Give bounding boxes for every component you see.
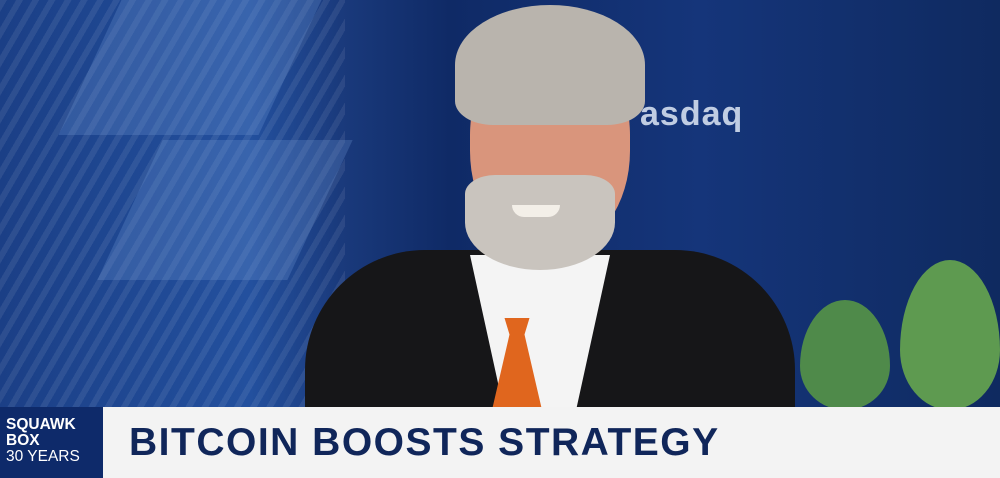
show-badge: SQUAWK BOX 30 YEARS [0, 407, 103, 478]
badge-line: 30 YEARS [6, 448, 80, 465]
smile [512, 205, 560, 217]
nasdaq-sign: asdaq [640, 95, 744, 133]
plant [900, 260, 1000, 410]
badge-line: BOX [6, 432, 40, 449]
studio-background: asdaq [0, 0, 1000, 410]
plant [800, 300, 890, 410]
badge-line: SQUAWK [6, 416, 76, 433]
graphic-stripes [0, 0, 345, 410]
headline-bar: BITCOIN BOOSTS STRATEGY [103, 407, 1000, 478]
lower-third: SQUAWK BOX 30 YEARS BITCOIN BOOSTS STRAT… [0, 407, 1000, 478]
beard [465, 175, 615, 270]
headline: BITCOIN BOOSTS STRATEGY [129, 421, 720, 464]
hair [455, 5, 645, 125]
